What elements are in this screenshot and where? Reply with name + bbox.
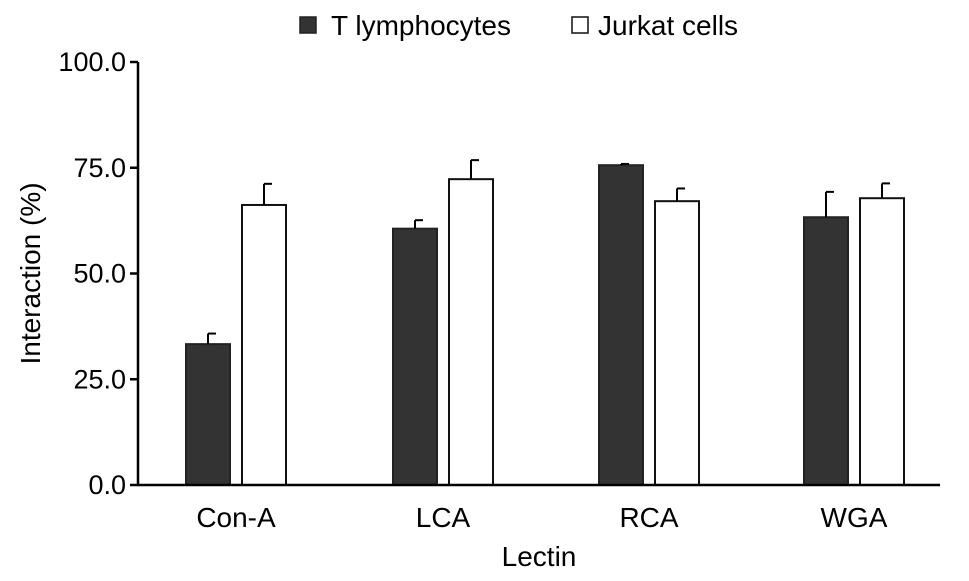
x-category-label: LCA <box>416 502 471 533</box>
y-tick-label: 100.0 <box>58 47 126 77</box>
x-category-label: WGA <box>821 502 888 533</box>
y-axis-ticks: 0.0 25.0 50.0 75.0 100.0 <box>58 47 138 500</box>
y-axis-title: Interaction (%) <box>15 182 46 364</box>
bar-jurkat-cells-con-a <box>241 203 287 486</box>
y-tick-label: 0.0 <box>88 470 126 500</box>
bar-jurkat-cells-wga <box>859 197 905 486</box>
x-axis-title: Lectin <box>502 541 577 572</box>
bar-t-lymphocytes-lca <box>392 227 438 487</box>
y-tick-label: 50.0 <box>73 259 126 289</box>
legend-label-t-lymphocytes: T lymphocytes <box>331 10 511 41</box>
x-category-label: Con-A <box>196 502 276 533</box>
x-axis-category-labels: Con-A LCA RCA WGA <box>196 502 887 533</box>
legend-swatch-jurkat-cells <box>571 16 589 34</box>
x-category-label: RCA <box>619 502 678 533</box>
y-tick-label: 25.0 <box>73 364 126 394</box>
legend-swatch-t-lymphocytes <box>299 16 317 34</box>
bar-t-lymphocytes-rca <box>598 164 644 486</box>
bars <box>185 159 905 487</box>
y-tick-label: 75.0 <box>73 153 126 183</box>
legend-label-jurkat-cells: Jurkat cells <box>598 10 738 41</box>
bar-jurkat-cells-rca <box>654 200 700 487</box>
bar-t-lymphocytes-con-a <box>185 343 231 486</box>
legend: T lymphocytes Jurkat cells <box>299 10 738 41</box>
bar-jurkat-cells-lca <box>448 178 494 487</box>
bar-t-lymphocytes-wga <box>803 216 849 486</box>
